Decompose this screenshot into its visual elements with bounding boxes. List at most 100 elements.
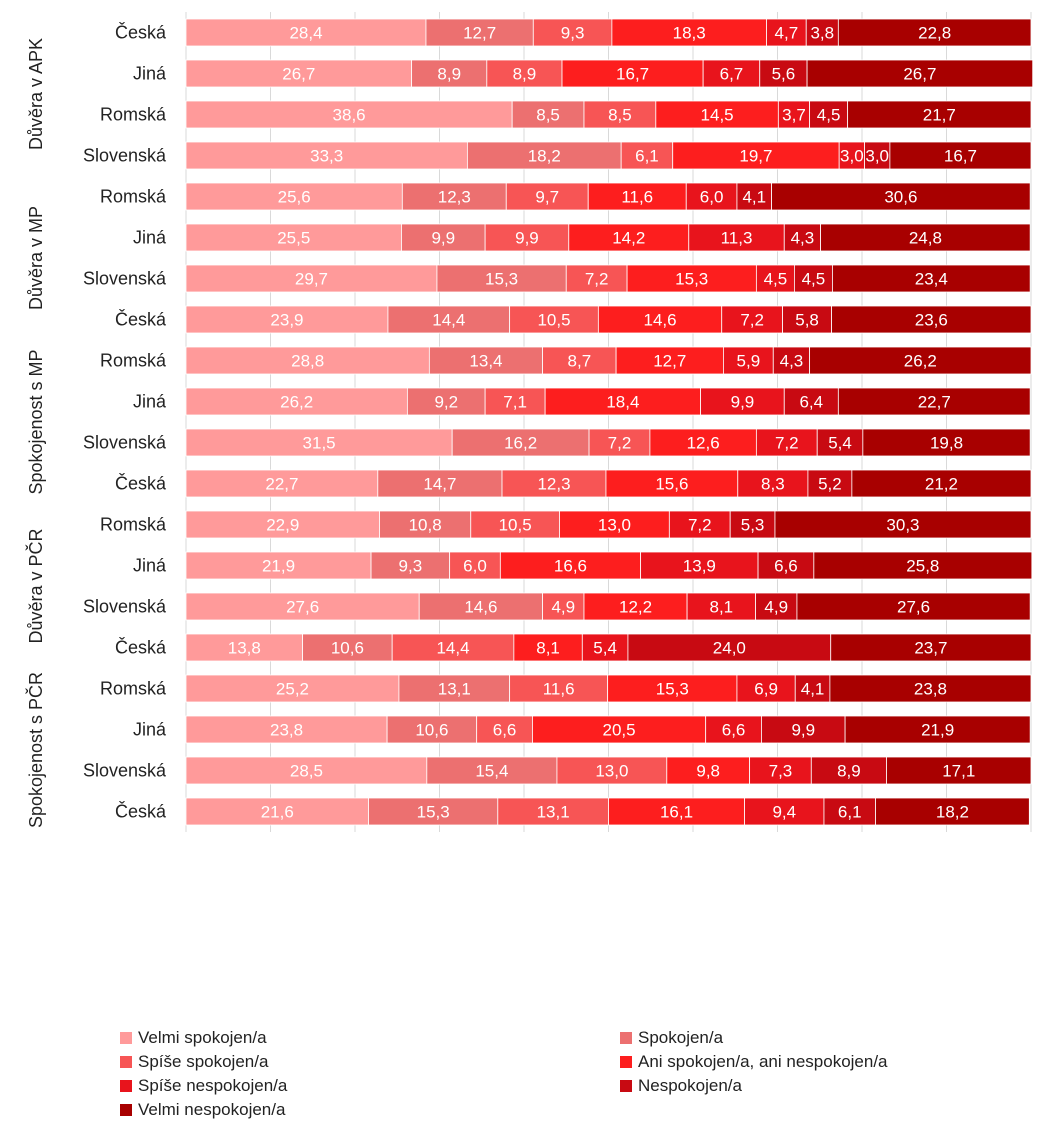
bar-segment [513, 633, 583, 662]
segment-value-label: 6,6 [774, 557, 798, 576]
category-label: Slovenská [83, 433, 167, 453]
bar-segment [844, 715, 1031, 744]
segment-value-label: 7,3 [769, 762, 793, 781]
group-label: Důvěra v PČR [25, 528, 46, 643]
bar-segment [620, 141, 674, 170]
legend-item: Ani spokojen/a, ani nespokojen/a [620, 1052, 888, 1072]
bar-segment [705, 715, 762, 744]
bar-segment [426, 756, 558, 785]
bar-segment [806, 59, 1034, 88]
bar-segment [627, 633, 832, 662]
segment-value-label: 8,5 [608, 106, 632, 125]
bar-segment [759, 59, 808, 88]
bar-segment [813, 551, 1033, 580]
segment-value-label: 7,2 [740, 311, 764, 330]
segment-value-label: 4,7 [775, 24, 799, 43]
segment-value-label: 26,2 [904, 352, 937, 371]
segment-value-label: 8,1 [709, 598, 733, 617]
bar-segment [809, 100, 849, 129]
bar-segment [486, 59, 563, 88]
bar-segment [771, 182, 1031, 211]
segment-value-label: 16,7 [944, 147, 977, 166]
bar-segment [655, 100, 779, 129]
bar-segment [837, 387, 1031, 416]
segment-value-label: 4,3 [791, 229, 815, 248]
bar-segment [761, 715, 846, 744]
segment-value-label: 16,1 [660, 803, 693, 822]
bar-row: 21,9 9,3 6,0 16,6 13,9 6,6 25,8 [185, 551, 1033, 580]
bar-segment [607, 674, 738, 703]
segment-value-label: 28,4 [289, 24, 322, 43]
bar-segment [386, 715, 478, 744]
bar-segment [476, 715, 533, 744]
bar-row: 28,5 15,4 13,0 9,8 7,3 8,9 17,1 [185, 756, 1032, 785]
segment-value-label: 7,2 [608, 434, 632, 453]
bar-row: 25,5 9,9 9,9 14,2 11,3 4,3 24,8 [185, 223, 1031, 252]
stacked-bar-chart: 28,4 12,7 9,3 18,3 4,7 3,8 22,8 26,7 8,9 8,9 16,7 6… [25, 12, 1034, 832]
bar-segment [411, 59, 488, 88]
segment-value-label: 10,6 [415, 721, 448, 740]
category-label: Romská [100, 679, 167, 699]
bar-row: 21,6 15,3 13,1 16,1 9,4 6,1 18,2 [185, 797, 1030, 826]
bar-row: 22,9 10,8 10,5 13,0 7,2 5,3 30,3 [185, 510, 1032, 539]
bar-segment [597, 305, 723, 334]
segment-value-label: 8,1 [536, 639, 560, 658]
bar-segment [509, 305, 599, 334]
bar-segment [672, 141, 840, 170]
segment-value-label: 18,4 [606, 393, 639, 412]
segment-value-label: 21,9 [262, 557, 295, 576]
group-label: Důvěra v APK [26, 38, 46, 150]
bar-segment [185, 797, 369, 826]
bar-segment [418, 592, 543, 621]
legend-item: Velmi nespokojen/a [120, 1100, 285, 1120]
segment-value-label: 23,4 [915, 270, 948, 289]
bar-segment [511, 100, 585, 129]
bar-segment [370, 551, 451, 580]
bar-segment [583, 100, 657, 129]
bar-segment [501, 469, 607, 498]
bar-segment [428, 346, 543, 375]
bar-segment [401, 223, 486, 252]
bar-segment [406, 387, 486, 416]
bar-segment [185, 428, 453, 457]
legend: Velmi spokojen/a Spokojen/a Spíše spokojen… [120, 1028, 1020, 1128]
bar-segment [640, 551, 759, 580]
segment-value-label: 20,5 [603, 721, 636, 740]
bar-segment [185, 551, 372, 580]
bar-segment [542, 346, 617, 375]
bar-row: 25,6 12,3 9,7 11,6 6,0 4,1 30,6 [185, 182, 1031, 211]
legend-swatch [120, 1032, 132, 1044]
segment-value-label: 4,9 [764, 598, 788, 617]
segment-value-label: 22,7 [918, 393, 951, 412]
bar-segment [864, 141, 891, 170]
segment-value-label: 25,6 [278, 188, 311, 207]
segment-value-label: 11,6 [621, 188, 653, 207]
bar-segment [823, 797, 876, 826]
segment-value-label: 4,3 [780, 352, 804, 371]
segment-value-label: 26,7 [903, 65, 936, 84]
bar-segment [755, 428, 818, 457]
segment-value-label: 15,3 [656, 680, 689, 699]
bar-segment [736, 674, 796, 703]
bar-segment [497, 797, 609, 826]
segment-value-label: 24,8 [909, 229, 942, 248]
segment-value-label: 15,3 [417, 803, 450, 822]
bar-segment [185, 223, 402, 252]
bar-segment [185, 756, 428, 785]
bar-segment [777, 100, 811, 129]
segment-value-label: 7,2 [775, 434, 799, 453]
segment-value-label: 16,7 [616, 65, 649, 84]
segment-value-label: 25,5 [277, 229, 310, 248]
bar-segment [626, 264, 757, 293]
segment-value-label: 8,5 [536, 106, 560, 125]
segment-value-label: 9,9 [791, 721, 815, 740]
segment-value-label: 5,9 [737, 352, 761, 371]
segment-value-label: 8,9 [513, 65, 537, 84]
bar-row: 23,8 10,6 6,6 20,5 6,6 9,9 21,9 [185, 715, 1031, 744]
category-label: Česká [115, 801, 167, 822]
category-label: Jiná [133, 228, 167, 248]
bar-row: 33,3 18,2 6,1 19,7 3,0 3,0 16,7 [185, 141, 1032, 170]
legend-label: Spíše nespokojen/a [138, 1076, 288, 1095]
bar-segment [185, 715, 388, 744]
bar-segment [832, 264, 1031, 293]
